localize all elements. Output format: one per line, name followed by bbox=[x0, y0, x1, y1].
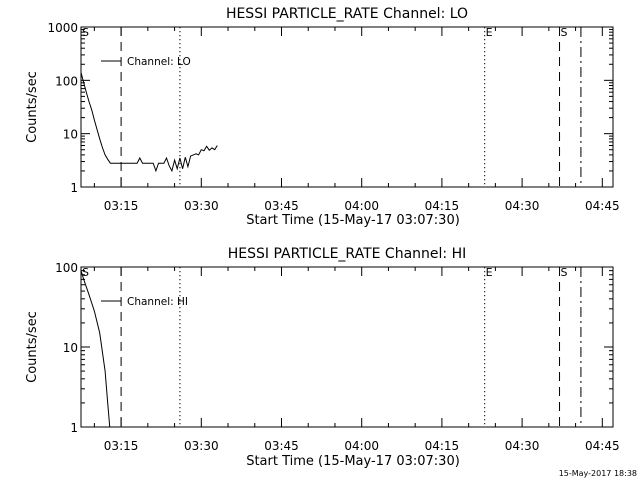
event-marker-label: E bbox=[486, 26, 493, 39]
x-tick-label: 03:15 bbox=[104, 439, 139, 453]
y-axis-label: Counts/sec bbox=[25, 311, 40, 383]
x-tick-label: 04:30 bbox=[505, 199, 540, 213]
y-tick-label: 100 bbox=[55, 74, 78, 88]
plot-frame bbox=[80, 266, 614, 428]
x-tick-label: 04:45 bbox=[585, 199, 620, 213]
x-tick-label: 04:15 bbox=[425, 439, 460, 453]
event-marker-label: S bbox=[561, 26, 568, 39]
x-tick-label: 03:45 bbox=[264, 199, 299, 213]
x-tick-label: 03:45 bbox=[264, 439, 299, 453]
event-marker-label: S bbox=[82, 26, 89, 39]
y-tick-label: 1 bbox=[70, 181, 78, 195]
x-tick-label: 04:00 bbox=[344, 199, 379, 213]
x-tick-label: 03:30 bbox=[184, 439, 219, 453]
x-tick-label: 04:15 bbox=[425, 199, 460, 213]
y-tick-label: 1000 bbox=[47, 21, 78, 35]
y-tick-label: 10 bbox=[63, 341, 78, 355]
event-marker-label: E bbox=[486, 266, 493, 279]
chart-title: HESSI PARTICLE_RATE Channel: LO bbox=[226, 6, 468, 22]
event-marker-label: S bbox=[82, 266, 89, 279]
chart-channel-lo: HESSI PARTICLE_RATE Channel: LO Start Tim… bbox=[25, 6, 620, 228]
x-tick-label: 04:30 bbox=[505, 439, 540, 453]
x-axis-label: Start Time (15-May-17 03:07:30) bbox=[246, 213, 460, 228]
y-tick-label: 10 bbox=[63, 128, 78, 142]
legend-label: Channel: HI bbox=[127, 296, 188, 308]
chart-channel-hi: HESSI PARTICLE_RATE Channel: HI Start Tim… bbox=[25, 246, 620, 469]
x-tick-label: 03:30 bbox=[184, 199, 219, 213]
x-tick-label: 03:15 bbox=[104, 199, 139, 213]
series-line bbox=[81, 270, 111, 427]
y-tick-label: 1 bbox=[70, 421, 78, 435]
event-marker-label: S bbox=[561, 266, 568, 279]
y-axis-label: Counts/sec bbox=[25, 71, 40, 143]
x-tick-label: 04:45 bbox=[585, 439, 620, 453]
legend-label: Channel: LO bbox=[127, 56, 191, 68]
x-axis-label: Start Time (15-May-17 03:07:30) bbox=[246, 454, 460, 469]
chart-title: HESSI PARTICLE_RATE Channel: HI bbox=[228, 246, 466, 262]
footer-timestamp: 15-May-2017 18:38 bbox=[559, 469, 637, 478]
series-line bbox=[81, 72, 218, 173]
y-tick-label: 100 bbox=[55, 261, 78, 275]
x-tick-label: 04:00 bbox=[344, 439, 379, 453]
